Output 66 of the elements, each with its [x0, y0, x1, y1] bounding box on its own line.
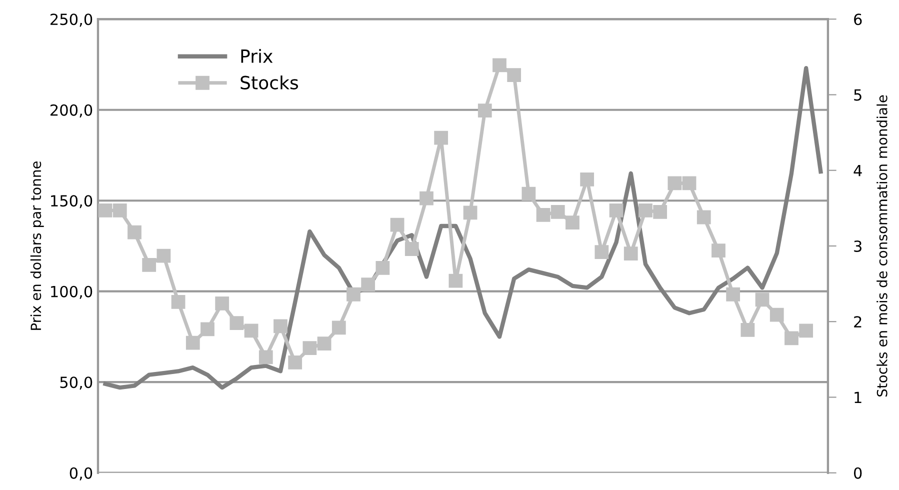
y2-tick-label: 3: [854, 240, 862, 252]
y-tick-label: 150,0: [51, 195, 92, 208]
point: [784, 331, 798, 346]
point: [478, 104, 492, 118]
y-tick-label: 100,0: [51, 286, 92, 299]
point: [696, 210, 711, 224]
point: [361, 278, 376, 292]
point: [726, 287, 740, 302]
legend-label: Prix: [241, 48, 273, 63]
point: [288, 355, 302, 370]
point: [624, 246, 638, 260]
point: [274, 319, 288, 334]
y2-axis-title: Stocks en mois de consommation mondiale: [876, 95, 888, 396]
y2-tick-label: 4: [854, 165, 862, 176]
point: [434, 130, 448, 145]
point: [594, 245, 609, 259]
point: [770, 308, 784, 322]
point: [215, 296, 230, 310]
point: [171, 294, 186, 309]
point: [98, 203, 112, 218]
point: [200, 322, 214, 336]
point: [317, 336, 332, 350]
point: [550, 205, 565, 219]
point: [258, 350, 273, 364]
point: [420, 191, 434, 206]
point: [244, 324, 258, 338]
y2-tick-label: 0: [854, 467, 862, 479]
y-tick-label: 200,0: [50, 104, 92, 118]
point: [346, 287, 360, 302]
point: [799, 324, 814, 338]
point: [156, 248, 171, 263]
point: [536, 208, 550, 222]
point: [522, 186, 536, 201]
point: [638, 203, 652, 218]
point: [668, 176, 682, 190]
point: [463, 206, 478, 220]
point: [186, 336, 200, 350]
point: [142, 258, 156, 272]
point: [128, 225, 142, 240]
y-tick-label: 50,0: [60, 376, 92, 390]
point: [755, 292, 770, 307]
y2-tick-label: 1: [854, 392, 862, 404]
point: [566, 216, 580, 230]
point: [376, 260, 390, 275]
legend-label: Stocks: [240, 75, 298, 90]
y2-tick-label: 6: [854, 14, 862, 26]
y2-tick-label: 2: [854, 316, 862, 328]
point: [448, 274, 463, 288]
point: [740, 322, 755, 337]
point: [492, 58, 506, 72]
point: [507, 68, 522, 82]
point: [682, 176, 696, 190]
y-axis-title: Prix en dollars par tonne: [30, 161, 44, 330]
y-tick-label: 250,0: [50, 14, 92, 27]
y-tick-label: 0,0: [70, 467, 92, 480]
point: [230, 316, 244, 330]
point: [112, 203, 127, 218]
point: [302, 341, 317, 356]
point: [580, 172, 594, 186]
point: [332, 320, 346, 335]
point: [404, 242, 419, 256]
point: [712, 244, 726, 258]
y2-tick-label: 5: [854, 89, 862, 101]
point: [609, 203, 624, 218]
point: [390, 218, 404, 232]
point: [653, 205, 668, 219]
